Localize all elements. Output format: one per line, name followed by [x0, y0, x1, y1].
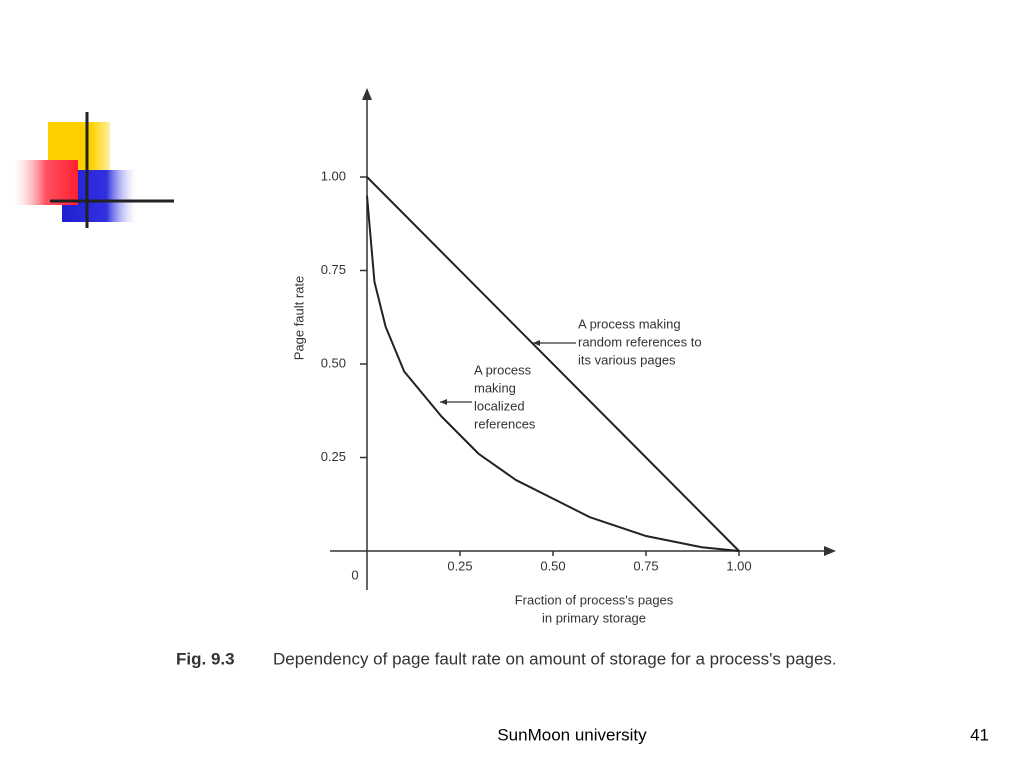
y-arrow	[362, 88, 372, 100]
y-tick-label: 0.25	[321, 449, 346, 464]
line	[366, 176, 740, 552]
arrow-head	[440, 399, 447, 405]
annotation: references	[474, 416, 536, 431]
caption-label: Fig. 9.3	[176, 649, 235, 668]
arrow-head	[533, 340, 540, 346]
caption-text: Dependency of page fault rate on amount …	[273, 649, 837, 668]
x-tick-label: 0.25	[447, 558, 472, 573]
logo	[14, 112, 174, 228]
footer: SunMoon university	[497, 725, 647, 744]
x-tick-label: 1.00	[726, 558, 751, 573]
x-tick-label: 0.75	[633, 558, 658, 573]
y-tick-label: 1.00	[321, 168, 346, 183]
line	[366, 195, 740, 552]
x-axis-label: Fraction of process's pages	[515, 592, 674, 607]
y-tick-label: 0.50	[321, 355, 346, 370]
origin-label: 0	[351, 567, 358, 582]
annotation: its various pages	[578, 352, 676, 367]
chart: Page fault rate Fraction of process's pa…	[291, 88, 836, 625]
x-axis-label: in primary storage	[542, 610, 646, 625]
x-tick-label: 0.50	[540, 558, 565, 573]
annotation: localized	[474, 398, 525, 413]
x-arrow	[824, 546, 836, 556]
y-axis-label: Page fault rate	[291, 276, 306, 361]
annotation: random references to	[578, 334, 702, 349]
annotation: A process making	[578, 316, 681, 331]
annotation: A process	[474, 362, 532, 377]
y-tick-label: 0.75	[321, 262, 346, 277]
page-number: 41	[970, 725, 989, 744]
annotation: making	[474, 380, 516, 395]
